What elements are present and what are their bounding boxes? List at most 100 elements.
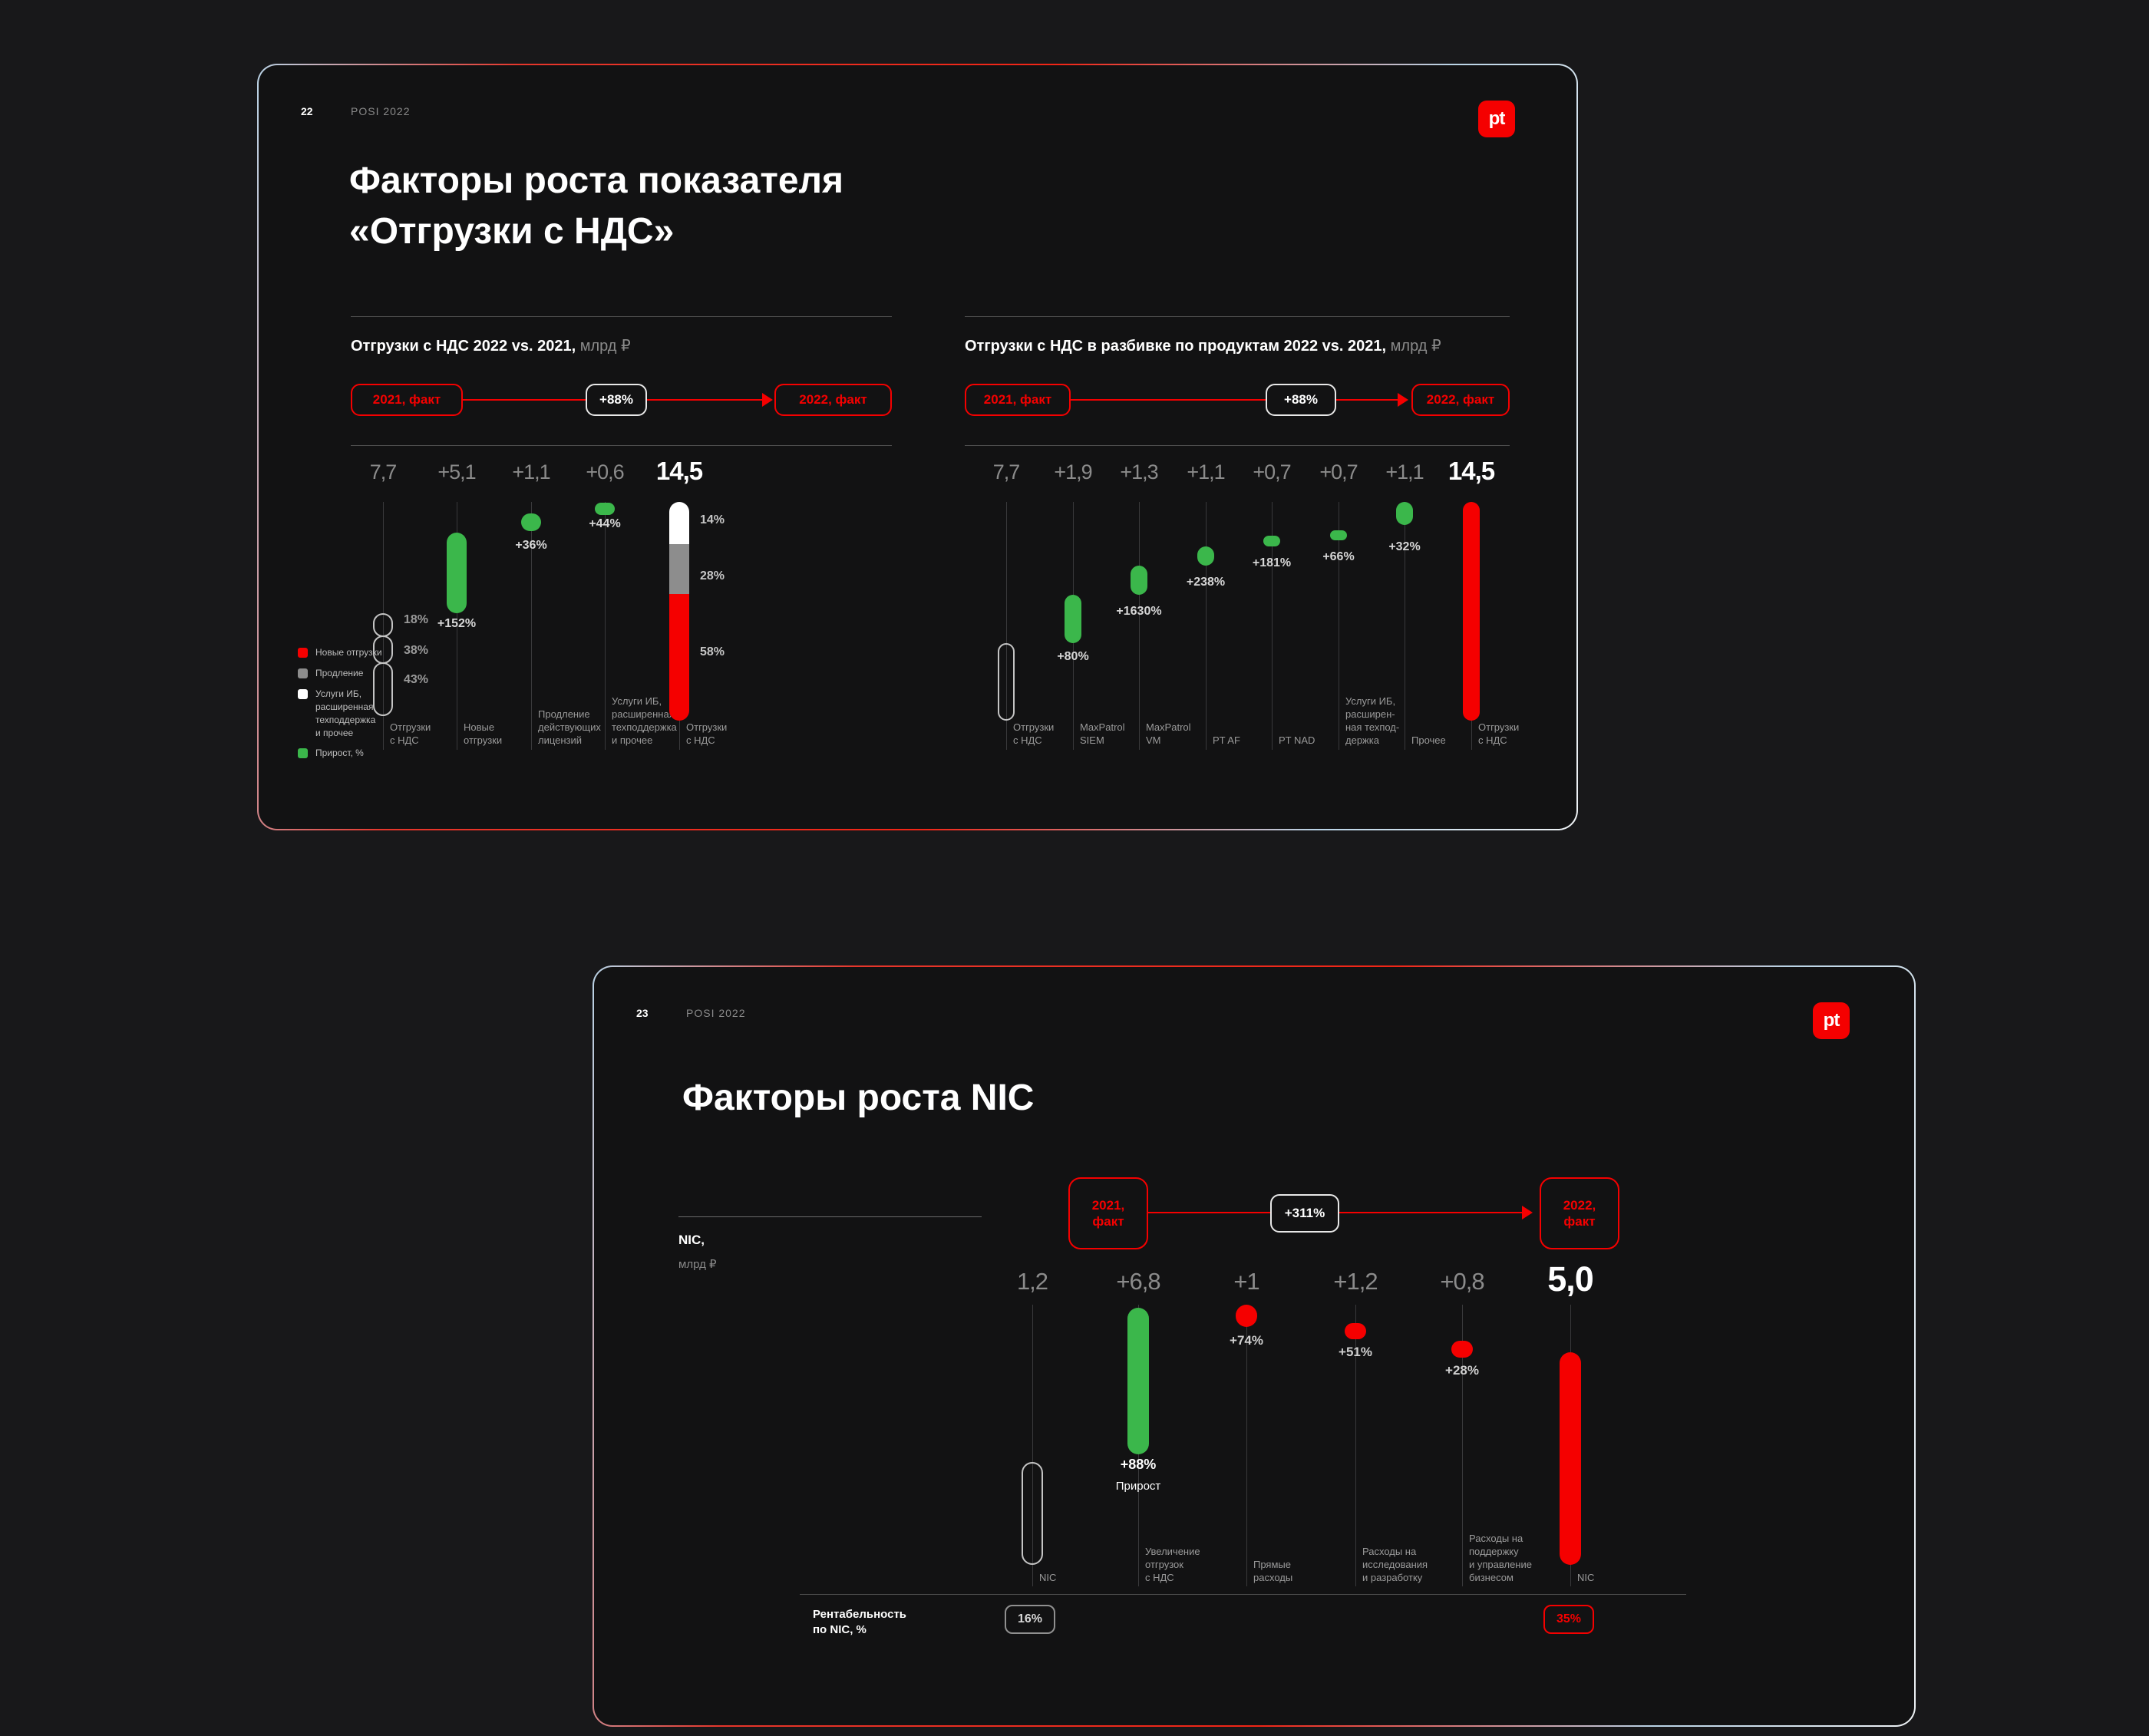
slide-22-border: 22 POSI 2022 pt Факторы роста показателя…: [257, 64, 1578, 830]
guide-line: [1032, 1305, 1033, 1586]
profitability-label-line2: по NIC, %: [813, 1623, 867, 1636]
growth-percent-label: +152%: [437, 616, 477, 630]
badge-connector-line: [1147, 1212, 1270, 1213]
pt-logo: pt: [1813, 1002, 1850, 1039]
chart-title: Отгрузки с НДС 2022 vs. 2021, млрд ₽: [351, 336, 631, 355]
waterfall-chart-shipments: 7,7 18% 38% 43% Отгрузки с НДС +5,1 +152% Новые…: [351, 457, 892, 750]
bar-green: [1197, 546, 1214, 566]
column-label: MaxPatrol SIEM: [1080, 721, 1125, 747]
divider: [678, 1216, 982, 1217]
badge-2022-fact: 2022, факт: [1540, 1177, 1619, 1249]
legend-swatch: [298, 689, 308, 699]
growth-percent-label: +28%: [1445, 1362, 1479, 1378]
bar-green: [447, 532, 467, 613]
profitability-2021-badge: 16%: [1005, 1605, 1055, 1634]
growth-percent-label: +36%: [515, 538, 547, 552]
brand-label: POSI 2022: [351, 105, 411, 117]
guide-line: [1272, 502, 1273, 750]
segment-percent-label: 28%: [700, 569, 725, 583]
legend-label: Услуги ИБ, расширенная техподдержка и пр…: [315, 688, 376, 738]
badge-connector-line: [461, 399, 587, 401]
column-label: PT AF: [1213, 734, 1240, 747]
chart-title-text: Отгрузки с НДС 2022 vs. 2021,: [351, 338, 576, 355]
column-label: Услуги ИБ, расширен- ная техпод- держка: [1345, 695, 1400, 747]
divider: [965, 445, 1510, 446]
page-number: 23: [636, 1007, 649, 1019]
badge-connector-line: [1336, 399, 1399, 401]
value-label: +0,8: [1440, 1268, 1484, 1295]
divider: [965, 316, 1510, 317]
column-label: Услуги ИБ, расширенная техподдержка и пр…: [612, 695, 677, 747]
value-label: +1,1: [1385, 460, 1424, 484]
value-label: +1,1: [1187, 460, 1225, 484]
legend-label: Новые отгрузки: [315, 647, 382, 658]
growth-percent-label: +1630%: [1116, 604, 1162, 618]
legend-swatch: [298, 668, 308, 678]
bar-green: [1263, 535, 1280, 547]
slide-title: Факторы роста NIC: [682, 1073, 1034, 1124]
bar-red: [1451, 1341, 1473, 1358]
growth-percent-label: +66%: [1322, 550, 1355, 563]
guide-line: [531, 502, 532, 750]
segment-percent-label: 58%: [700, 645, 725, 658]
badge-growth: +311%: [1270, 1194, 1339, 1233]
segment-percent-label: 14%: [700, 513, 725, 527]
column-label: Расходы на поддержку и управление бизнес…: [1469, 1533, 1532, 1584]
column-label: Отгрузки с НДС: [390, 721, 431, 747]
badge-2022-fact: 2022, факт: [1411, 384, 1510, 416]
outline-bar-segment: [373, 662, 393, 716]
outline-bar-segment: [1022, 1462, 1043, 1565]
pt-logo-text: pt: [1823, 1010, 1840, 1031]
guide-line: [1206, 502, 1207, 750]
legend-label: Прирост, %: [315, 748, 364, 758]
column-label: Прочее: [1411, 734, 1446, 747]
value-label: 1,2: [1016, 1268, 1048, 1295]
value-label: +1,9: [1054, 460, 1092, 484]
growth-percent-label: +80%: [1057, 649, 1089, 663]
chart-unit-label: млрд ₽: [1390, 338, 1441, 355]
badge-growth: +88%: [1266, 384, 1336, 416]
growth-percent-label: +51%: [1339, 1344, 1372, 1359]
legend-item: Прирост, %: [298, 747, 387, 761]
growth-percent-label: +32%: [1388, 540, 1421, 554]
divider: [351, 445, 892, 446]
value-label: +1: [1233, 1268, 1259, 1295]
segment-percent-label: 18%: [404, 613, 429, 627]
waterfall-chart-nic: 1,2 NIC +6,8 +88% Прирост Увеличение отгрузок…: [932, 1259, 1622, 1586]
stacked-bar: [669, 502, 689, 721]
bar-green: [595, 503, 615, 516]
segment-percent-label: 43%: [404, 672, 429, 686]
bar-green: [1131, 565, 1147, 595]
column-label: PT NAD: [1279, 734, 1315, 747]
bar-segment-gray: [669, 544, 689, 594]
column-label: Расходы на исследования и разработку: [1362, 1546, 1428, 1584]
arrow-head-icon: [1522, 1206, 1533, 1219]
bar-segment-white: [669, 502, 689, 544]
badge-connector-line: [1069, 399, 1267, 401]
outline-bar-segment: [373, 613, 393, 638]
column-label: MaxPatrol VM: [1146, 721, 1191, 747]
slide-23-border: 23 POSI 2022 pt Факторы роста NIC NIC, м…: [593, 965, 1916, 1727]
chart-title: Отгрузки с НДС в разбивке по продуктам 2…: [965, 336, 1441, 355]
bar-green: [521, 513, 541, 531]
slide-title-line1: Факторы роста показателя: [349, 160, 844, 201]
growth-percent-label: +74%: [1230, 1332, 1263, 1348]
value-label: +0,7: [1253, 460, 1291, 484]
bar-red: [1345, 1322, 1366, 1339]
column-label: NIC: [1577, 1572, 1595, 1584]
bar-green: [1330, 530, 1347, 540]
badge-connector-line: [647, 399, 762, 401]
legend-item: Продление: [298, 667, 387, 681]
bar-segment-red: [669, 593, 689, 721]
metric-name: NIC,: [678, 1233, 705, 1247]
growth-percent-label: +181%: [1252, 556, 1292, 569]
column-label: Продление действующих лицензий: [538, 708, 601, 747]
slide-23: 23 POSI 2022 pt Факторы роста NIC NIC, м…: [594, 967, 1914, 1725]
chart-title-text: Отгрузки с НДС в разбивке по продуктам 2…: [965, 338, 1387, 355]
column-label: Отгрузки с НДС: [686, 721, 728, 747]
value-label: +1,1: [512, 460, 550, 484]
column-label: Отгрузки с НДС: [1013, 721, 1055, 747]
bar-green: [1065, 595, 1081, 644]
growth-percent-label: +44%: [589, 517, 621, 530]
